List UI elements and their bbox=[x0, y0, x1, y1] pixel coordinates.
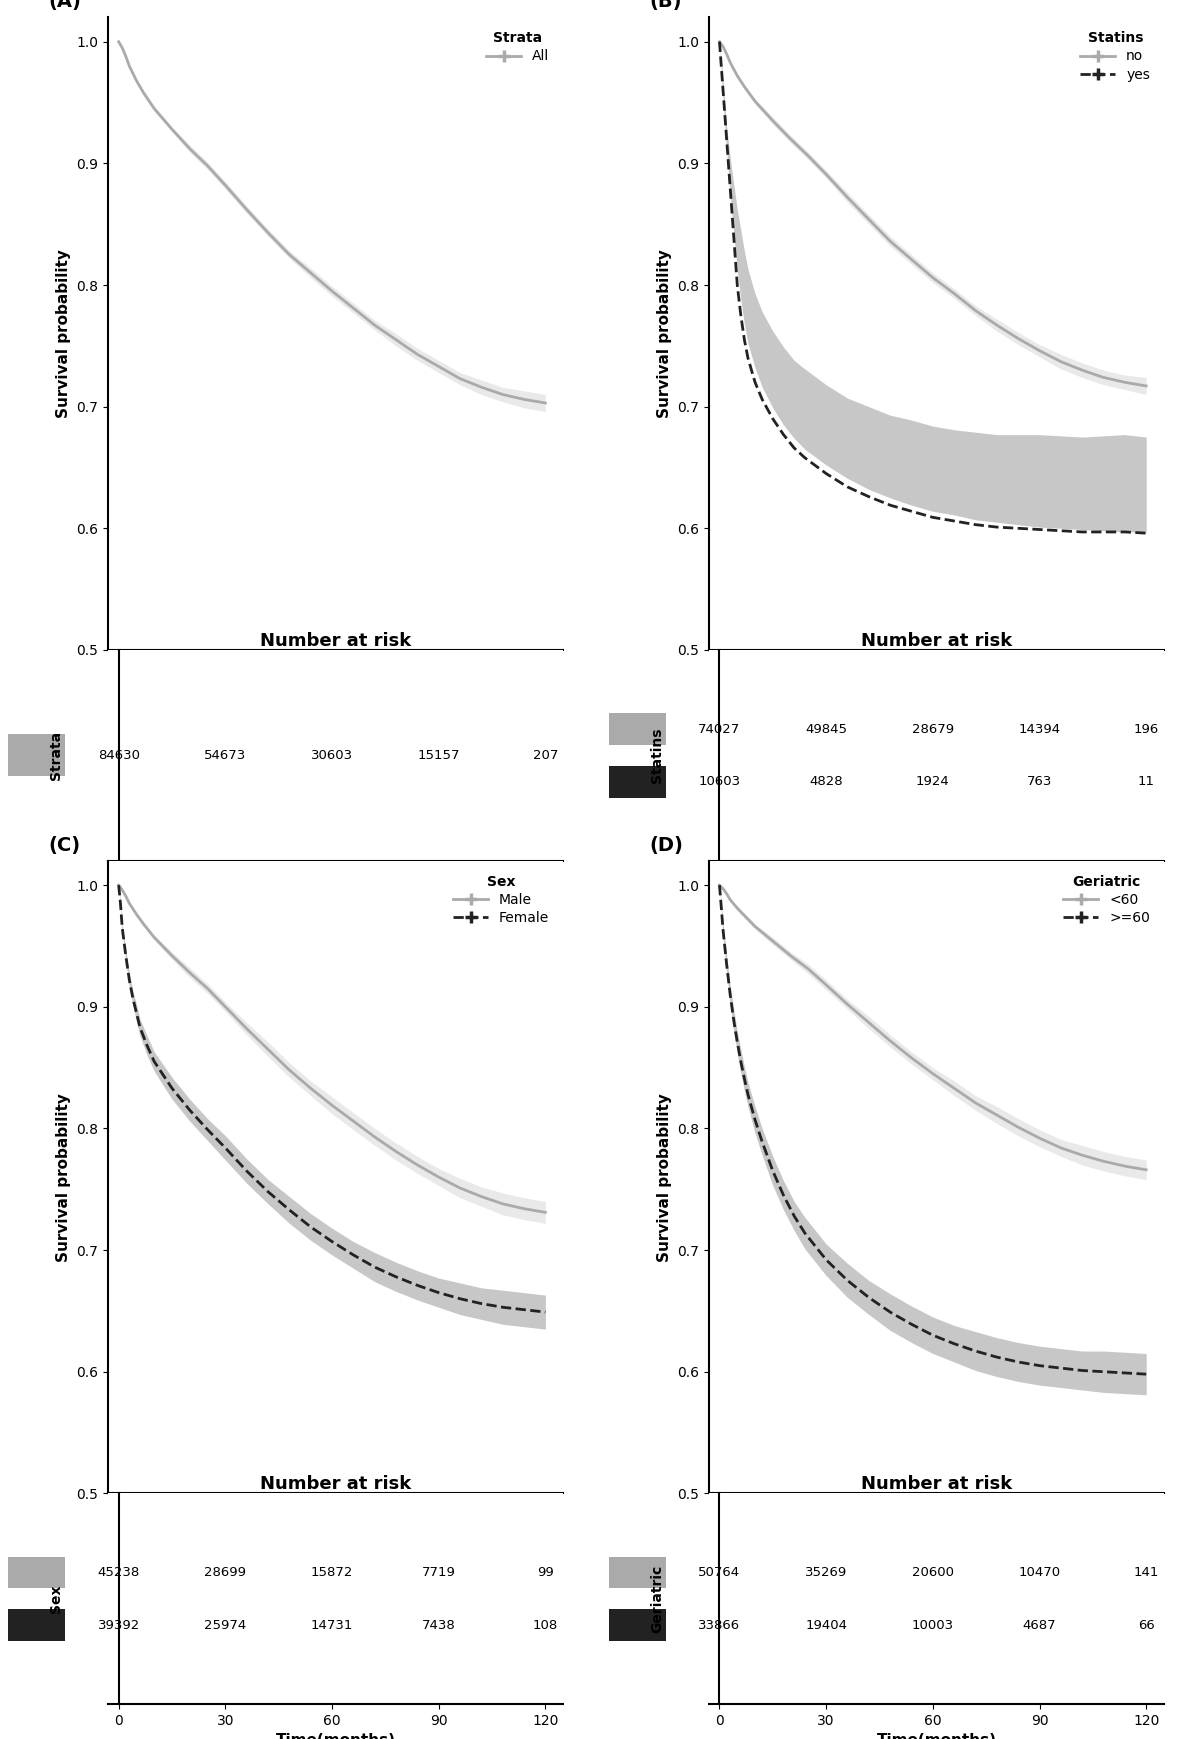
FancyBboxPatch shape bbox=[8, 1609, 65, 1642]
Y-axis label: Survival probability: Survival probability bbox=[55, 249, 71, 417]
Y-axis label: Survival probability: Survival probability bbox=[656, 249, 672, 417]
Text: 39392: 39392 bbox=[97, 1619, 139, 1631]
Y-axis label: Survival probability: Survival probability bbox=[656, 1092, 672, 1261]
Y-axis label: Survival probability: Survival probability bbox=[55, 1092, 71, 1261]
Legend: All: All bbox=[479, 24, 557, 70]
Text: 33866: 33866 bbox=[698, 1619, 740, 1631]
FancyBboxPatch shape bbox=[8, 734, 65, 776]
Text: 54673: 54673 bbox=[204, 750, 246, 762]
Text: 84630: 84630 bbox=[97, 750, 139, 762]
X-axis label: Time(months): Time(months) bbox=[876, 890, 996, 904]
Text: 45238: 45238 bbox=[97, 1565, 139, 1579]
Text: 25974: 25974 bbox=[204, 1619, 246, 1631]
Text: 141: 141 bbox=[1134, 1565, 1159, 1579]
Y-axis label: Statins: Statins bbox=[650, 727, 664, 783]
Text: 196: 196 bbox=[1134, 722, 1159, 736]
Text: 30603: 30603 bbox=[311, 750, 353, 762]
Text: 74027: 74027 bbox=[698, 722, 740, 736]
X-axis label: Time(months): Time(months) bbox=[276, 1734, 396, 1739]
Text: 35269: 35269 bbox=[805, 1565, 847, 1579]
Text: Number at risk: Number at risk bbox=[860, 1475, 1012, 1494]
Text: 19404: 19404 bbox=[805, 1619, 847, 1631]
X-axis label: Time(months): Time(months) bbox=[276, 680, 396, 694]
Text: 7438: 7438 bbox=[422, 1619, 456, 1631]
Y-axis label: Strata: Strata bbox=[49, 730, 64, 779]
Text: (D): (D) bbox=[649, 835, 684, 854]
X-axis label: Time(months): Time(months) bbox=[876, 1734, 996, 1739]
Text: 14394: 14394 bbox=[1019, 722, 1061, 736]
X-axis label: Time(months): Time(months) bbox=[276, 1523, 396, 1537]
Text: 15872: 15872 bbox=[311, 1565, 353, 1579]
Legend: no, yes: no, yes bbox=[1074, 24, 1157, 89]
Text: (A): (A) bbox=[49, 0, 82, 10]
Text: 10470: 10470 bbox=[1019, 1565, 1061, 1579]
Text: Number at risk: Number at risk bbox=[860, 631, 1012, 650]
Text: 10003: 10003 bbox=[912, 1619, 954, 1631]
Text: 66: 66 bbox=[1138, 1619, 1154, 1631]
Legend: <60, >=60: <60, >=60 bbox=[1056, 868, 1157, 932]
Text: 10603: 10603 bbox=[698, 776, 740, 788]
FancyBboxPatch shape bbox=[610, 1609, 666, 1642]
Text: 11: 11 bbox=[1138, 776, 1154, 788]
FancyBboxPatch shape bbox=[610, 765, 666, 798]
Legend: Male, Female: Male, Female bbox=[446, 868, 557, 932]
Text: Number at risk: Number at risk bbox=[260, 631, 412, 650]
Text: Number at risk: Number at risk bbox=[260, 1475, 412, 1494]
X-axis label: Time(months): Time(months) bbox=[876, 680, 996, 694]
Text: 15157: 15157 bbox=[418, 750, 460, 762]
FancyBboxPatch shape bbox=[610, 1556, 666, 1588]
FancyBboxPatch shape bbox=[610, 713, 666, 744]
FancyBboxPatch shape bbox=[8, 1556, 65, 1588]
Text: 4687: 4687 bbox=[1022, 1619, 1056, 1631]
Text: 763: 763 bbox=[1027, 776, 1052, 788]
Text: 99: 99 bbox=[538, 1565, 553, 1579]
Text: 108: 108 bbox=[533, 1619, 558, 1631]
Text: 28679: 28679 bbox=[912, 722, 954, 736]
Text: 28699: 28699 bbox=[204, 1565, 246, 1579]
Text: 49845: 49845 bbox=[805, 722, 847, 736]
Text: (C): (C) bbox=[49, 835, 80, 854]
X-axis label: Time(months): Time(months) bbox=[876, 1523, 996, 1537]
X-axis label: Time(months): Time(months) bbox=[276, 890, 396, 904]
Text: 7719: 7719 bbox=[421, 1565, 456, 1579]
Text: (B): (B) bbox=[649, 0, 682, 10]
Text: 50764: 50764 bbox=[698, 1565, 740, 1579]
Text: 20600: 20600 bbox=[912, 1565, 954, 1579]
Y-axis label: Geriatric: Geriatric bbox=[650, 1565, 664, 1633]
Text: 14731: 14731 bbox=[311, 1619, 353, 1631]
Y-axis label: Sex: Sex bbox=[49, 1584, 64, 1614]
Text: 1924: 1924 bbox=[916, 776, 949, 788]
Text: 207: 207 bbox=[533, 750, 558, 762]
Text: 4828: 4828 bbox=[809, 776, 842, 788]
